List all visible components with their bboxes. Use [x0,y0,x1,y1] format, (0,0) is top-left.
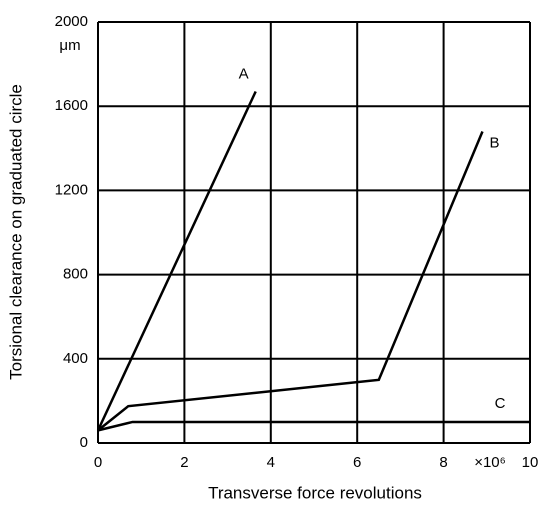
x-tick-label: 6 [353,454,361,471]
y-tick-label: 2000 [55,13,88,30]
x-unit: ×10⁶ [474,454,506,471]
line [97,420,530,432]
y-tick-label: 400 [63,350,88,367]
line [97,130,484,432]
series-label: B [489,134,499,151]
y-tick-label: 800 [63,266,88,283]
x-tick-label: 10 [522,454,539,471]
x-axis-title: Transverse force revolutions [208,483,422,502]
series-label: A [239,65,249,82]
x-tick-label: 8 [439,454,447,471]
x-tick-label: 4 [267,454,275,471]
y-unit: μm [59,37,80,54]
x-tick-label: 0 [94,454,102,471]
y-tick-label: 1200 [55,181,88,198]
line [96,90,257,431]
y-axis-title: Torsional clearance on graduated circle [6,84,25,380]
series-label: C [495,395,506,412]
y-tick-label: 1600 [55,97,88,114]
x-tick-label: 2 [180,454,188,471]
y-tick-label: 0 [80,434,88,451]
